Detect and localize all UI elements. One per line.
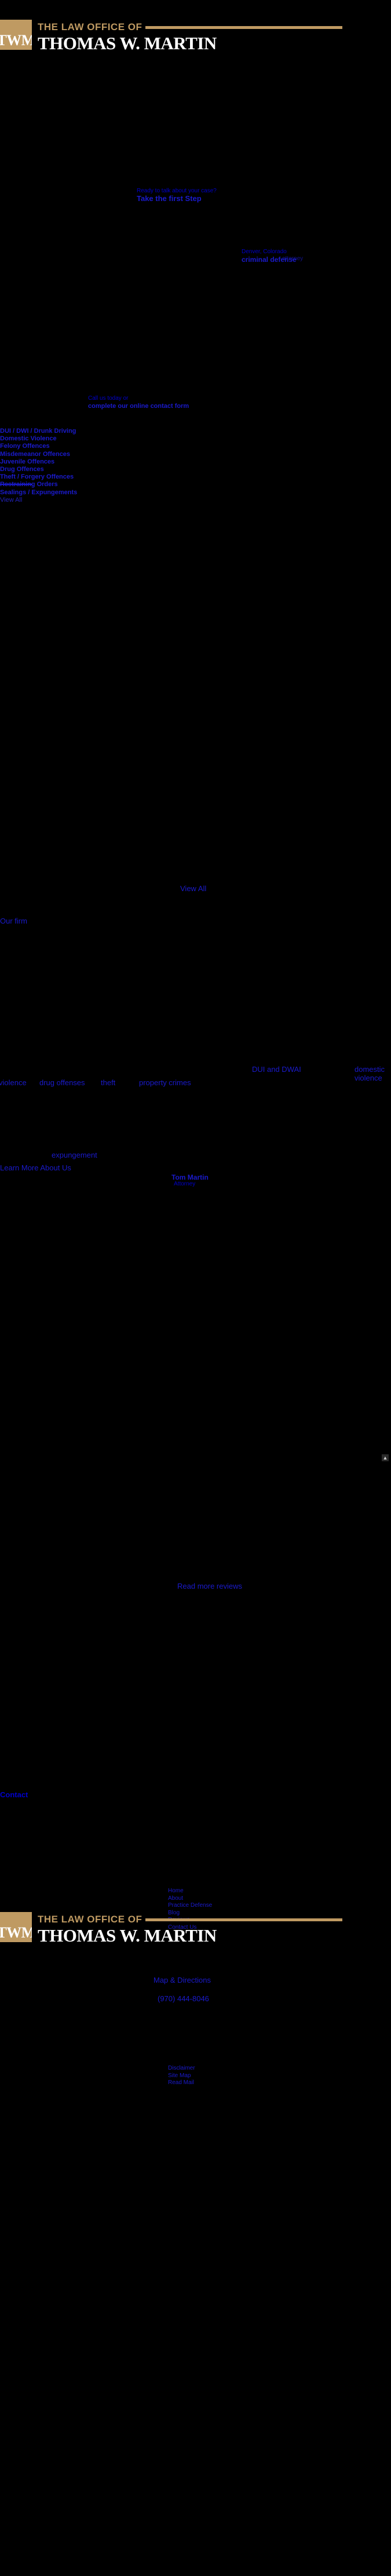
case-type-link-expungement[interactable]: expungement	[52, 1151, 97, 1159]
footer-site-logo: TWM THE LAW OFFICE OF THOMAS W. MARTIN	[0, 1912, 391, 1945]
footer-nav-item-contact-us[interactable]: Contact Us	[168, 1924, 197, 1931]
legal-nav: Disclaimer Site Map Read Mail	[168, 2065, 195, 2087]
logo-wordmark[interactable]: THE LAW OFFICE OF THOMAS W. MARTIN	[38, 21, 391, 53]
practice-area-item[interactable]: Misdemeanor Offences	[0, 450, 71, 458]
hero-eyebrow: Ready to talk about your case?	[137, 188, 217, 194]
hero-subhead-post: attorney	[282, 256, 304, 262]
logo-firm-name: THOMAS W. MARTIN	[38, 33, 217, 53]
footer-logo-rule	[145, 1918, 343, 1921]
practice-area-item[interactable]: Drug Offences	[0, 466, 44, 473]
footer-nav-item-home[interactable]: Home	[168, 1888, 184, 1894]
logo-monogram[interactable]: TWM	[0, 20, 32, 50]
logo-rule	[145, 25, 343, 29]
attorney-name-link[interactable]: Tom Martin	[171, 1173, 209, 1181]
legal-link-read-mail[interactable]: Read Mail	[168, 2079, 195, 2086]
logo-kicker-line: THE LAW OFFICE OF	[38, 21, 391, 33]
map-directions-link[interactable]: Map & Directions	[154, 1976, 211, 1984]
legal-link-site-map[interactable]: Site Map	[168, 2072, 191, 2079]
footer-nav-item-blog[interactable]: Blog	[168, 1909, 180, 1916]
case-type-link-dui[interactable]: DUI and DWAI	[252, 1065, 301, 1074]
logo-kicker-text: THE LAW OFFICE OF	[38, 21, 142, 32]
footer-logo-monogram[interactable]: TWM	[0, 1912, 32, 1942]
site-header: TWM THE LAW OFFICE OF THOMAS W. MARTIN	[0, 20, 391, 53]
results-view-all-link[interactable]: View All	[180, 884, 207, 893]
practice-area-item[interactable]: DUI / DWI / Drunk Driving	[0, 428, 76, 435]
phone-link[interactable]: (970) 444-8046	[158, 1994, 209, 2003]
practice-areas-divider	[0, 484, 32, 485]
hero-subhead-pre: Denver, Colorado	[242, 249, 287, 255]
attorney-role: Attorney	[174, 1181, 196, 1187]
practice-area-item[interactable]: Felony Offences	[0, 443, 50, 450]
practice-area-item[interactable]: Restraining Orders	[0, 481, 58, 488]
hero-subhead-link[interactable]: criminal defense	[242, 256, 297, 264]
footer-logo-kicker-line: THE LAW OFFICE OF	[38, 1914, 391, 1925]
practice-areas-list: DUI / DWI / Drunk Driving Domestic Viole…	[0, 428, 151, 504]
learn-more-about-us-link[interactable]: Learn More About Us	[0, 1163, 71, 1172]
footer-nav-item-practice-defense[interactable]: Practice Defense	[168, 1902, 213, 1909]
footer-logo-wordmark[interactable]: THE LAW OFFICE OF THOMAS W. MARTIN	[38, 1914, 391, 1945]
case-type-link-domestic-violence-2[interactable]: violence	[0, 1078, 27, 1087]
case-type-link-theft[interactable]: theft	[101, 1078, 116, 1087]
contact-cta-link[interactable]: complete our online contact form	[88, 403, 189, 410]
footer-logo-firm-name: THOMAS W. MARTIN	[38, 1925, 217, 1946]
practice-area-item[interactable]: Juvenile Offences	[0, 458, 55, 465]
case-type-link-drug-offenses[interactable]: drug offenses	[39, 1078, 85, 1087]
case-type-link-domestic-violence-1[interactable]: domestic violence	[355, 1065, 385, 1082]
footer-nav-item-about[interactable]: About	[168, 1895, 184, 1902]
practice-area-item[interactable]: Sealings / Expungements	[0, 488, 78, 496]
practice-area-item[interactable]: Theft / Forgery Offences	[0, 473, 74, 481]
contact-cta-pre: Call us today or	[88, 395, 129, 402]
case-type-link-property-crimes[interactable]: property crimes	[139, 1078, 191, 1087]
legal-link-disclaimer[interactable]: Disclaimer	[168, 2065, 195, 2071]
scroll-to-top-button[interactable]: ▲	[382, 1454, 389, 1461]
read-more-reviews-link[interactable]: Read more reviews	[177, 1582, 242, 1590]
hero-cta-link[interactable]: Take the first Step	[137, 194, 202, 203]
footer-logo-kicker-text: THE LAW OFFICE OF	[38, 1914, 142, 1925]
practice-area-item[interactable]: Domestic Violence	[0, 435, 57, 443]
practice-areas-view-all[interactable]: View All	[0, 496, 23, 503]
footer-contact-heading: Contact	[0, 1790, 28, 1799]
our-firm-link[interactable]: Our firm	[0, 917, 27, 925]
